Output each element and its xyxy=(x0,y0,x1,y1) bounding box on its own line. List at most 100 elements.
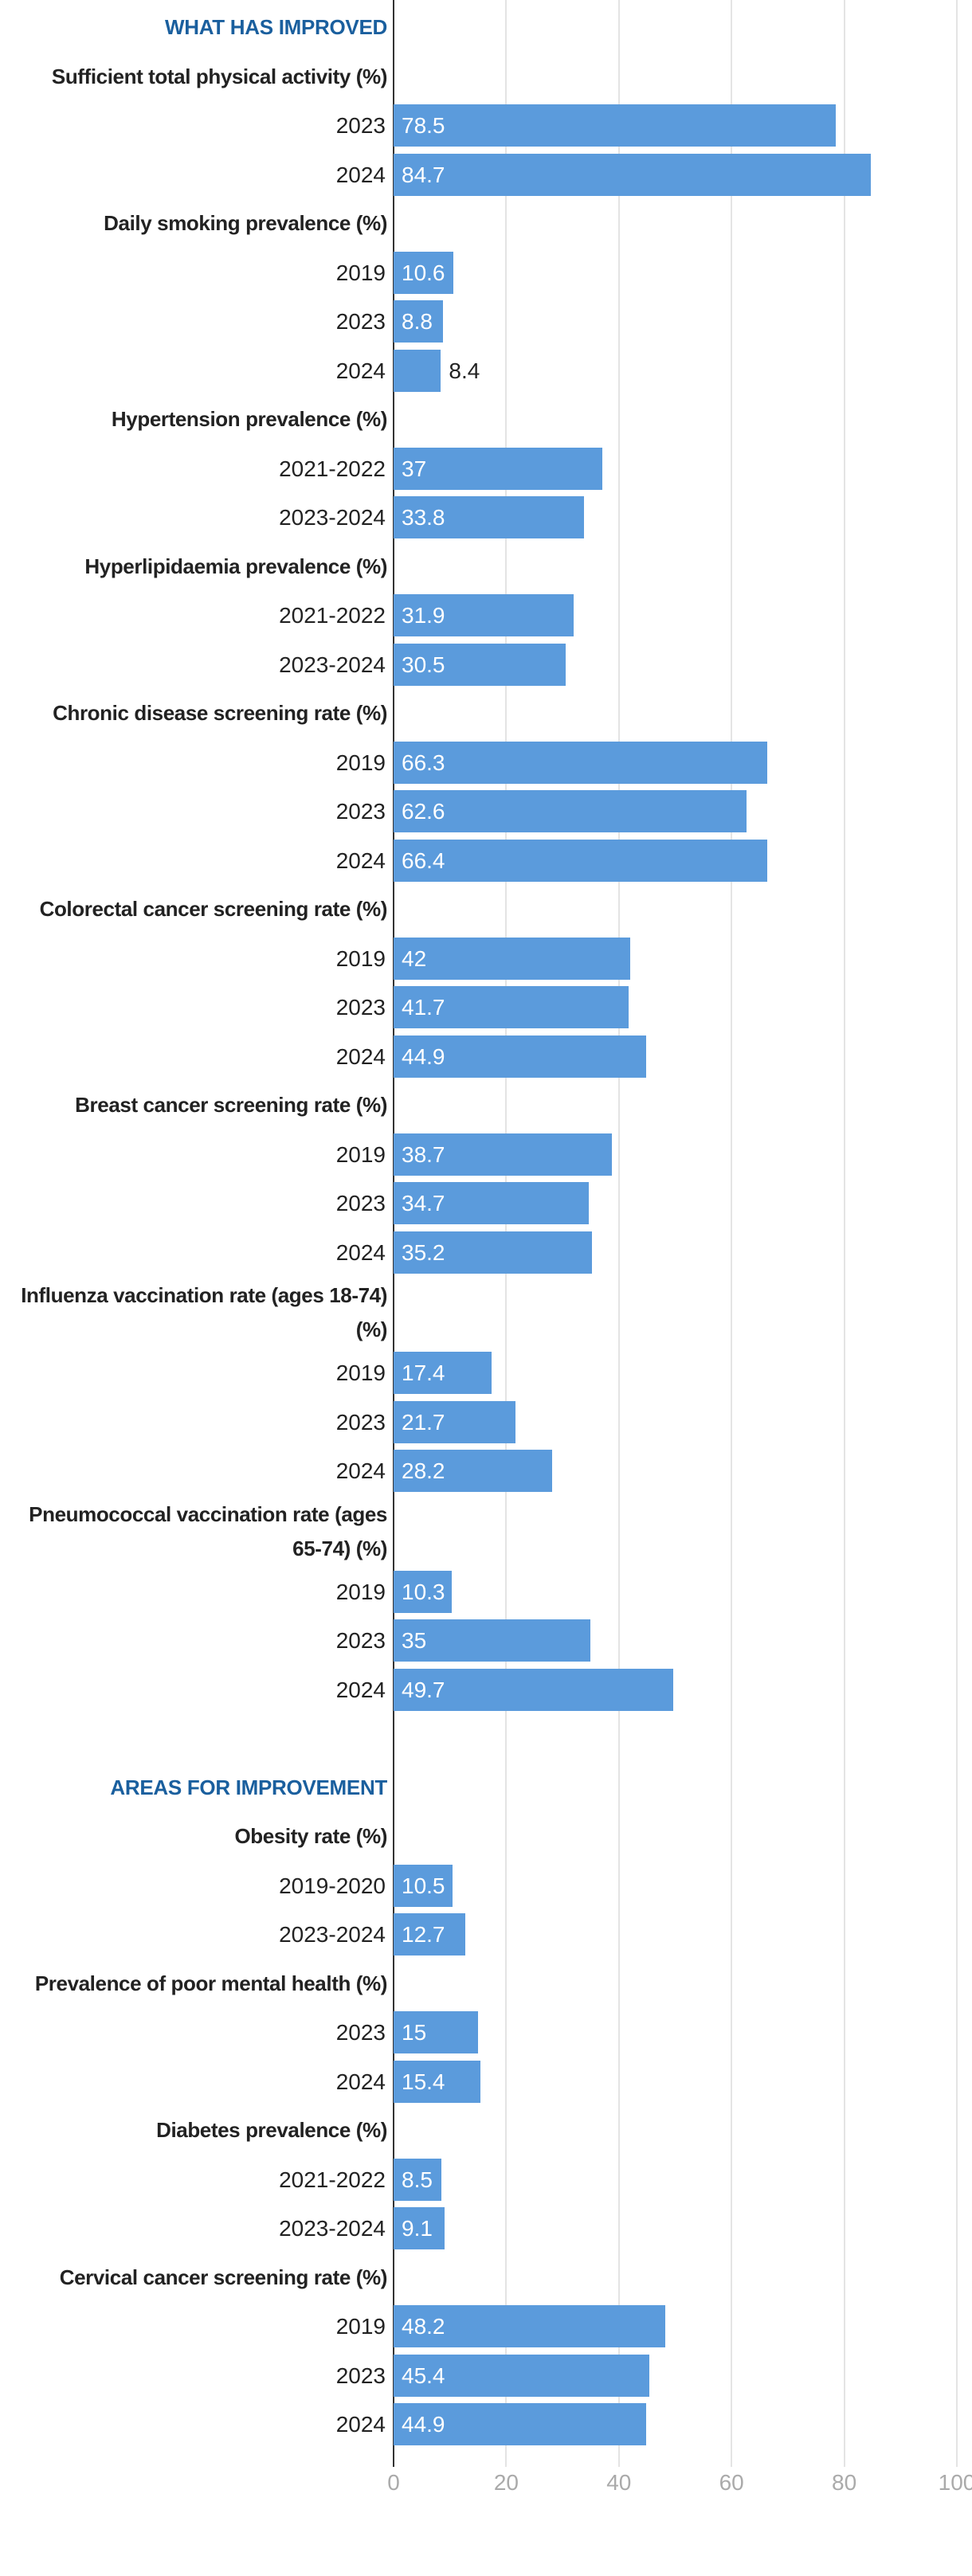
bar-row: 2023 21.7 xyxy=(0,1398,972,1447)
bar xyxy=(394,986,629,1028)
value-label: 78.5 xyxy=(402,113,445,138)
bar xyxy=(394,937,630,980)
group-label-row: Cervical cancer screening rate (%) xyxy=(0,2253,388,2303)
bar xyxy=(394,104,836,147)
group-label: Breast cancer screening rate (%) xyxy=(75,1093,387,1118)
category-label: 2023 xyxy=(335,2363,386,2388)
x-tick-label: 100 xyxy=(938,2470,972,2495)
bar-row: 2023 78.5 xyxy=(0,101,972,151)
value-label: 28.2 xyxy=(402,1458,445,1483)
bar-row: 2023 62.6 xyxy=(0,787,972,836)
bar-row: 2023-2024 9.1 xyxy=(0,2204,972,2253)
bar xyxy=(394,1035,647,1078)
bar-row: 2019-2020 10.5 xyxy=(0,1862,972,1911)
bar-row: 2019 38.7 xyxy=(0,1130,972,1180)
category-label: 2019 xyxy=(335,2314,386,2339)
bar xyxy=(394,1913,465,1955)
group-label: Obesity rate (%) xyxy=(234,1824,387,1849)
bar-row: 2024 35.2 xyxy=(0,1228,972,1278)
bar xyxy=(394,2060,480,2103)
group-label-row: Chronic disease screening rate (%) xyxy=(0,689,387,738)
category-label: 2019-2020 xyxy=(279,1873,386,1898)
value-label: 37 xyxy=(402,456,427,481)
section-title: AREAS FOR IMPROVEMENT xyxy=(110,1775,387,1799)
bar-row: 2024 84.7 xyxy=(0,151,972,200)
category-label: 2023 xyxy=(335,113,386,138)
bar-row: 2023-2024 12.7 xyxy=(0,1910,972,1959)
value-label: 41.7 xyxy=(402,995,445,1020)
bar xyxy=(394,1570,452,1613)
bar xyxy=(394,496,584,538)
bar-row: 2021-2022 31.9 xyxy=(0,591,972,640)
category-label: 2023 xyxy=(335,2020,386,2045)
value-label: 10.6 xyxy=(402,260,445,285)
category-label: 2021-2022 xyxy=(279,456,386,481)
group-label-row: Hypertension prevalence (%) xyxy=(0,395,387,444)
bar-row: 2024 28.2 xyxy=(0,1447,972,1496)
bar-row: 2023-2024 33.8 xyxy=(0,493,972,542)
group-label: Cervical cancer screening rate (%) xyxy=(59,2265,388,2289)
category-label: 2023-2024 xyxy=(279,2216,386,2241)
value-label: 9.1 xyxy=(402,2216,433,2241)
group-label-row: Breast cancer screening rate (%) xyxy=(0,1081,387,1130)
bar xyxy=(394,2305,665,2347)
value-label: 44.9 xyxy=(402,2412,445,2437)
grid-line xyxy=(843,0,845,2467)
value-label: 15.4 xyxy=(402,2069,445,2094)
bar xyxy=(394,1619,591,1662)
group-label: Hypertension prevalence (%) xyxy=(111,407,387,432)
x-tick-label: 40 xyxy=(606,2470,632,2495)
group-label-row: Influenza vaccination rate (ages 18-74) … xyxy=(0,1277,387,1349)
category-label: 2019 xyxy=(335,1579,386,1604)
bar-row: 2023 41.7 xyxy=(0,983,972,1032)
group-label-row: Colorectal cancer screening rate (%) xyxy=(0,885,388,934)
value-label: 10.3 xyxy=(402,1579,445,1604)
bar xyxy=(394,790,747,832)
value-label: 66.4 xyxy=(402,848,445,873)
value-label: 35.2 xyxy=(402,1239,445,1265)
bar xyxy=(394,153,871,196)
bar xyxy=(394,1668,674,1711)
bar xyxy=(394,251,453,294)
bar xyxy=(394,1400,516,1443)
value-label: 35 xyxy=(402,1628,427,1653)
bar xyxy=(394,349,441,392)
group-label: Hyperlipidaemia prevalence (%) xyxy=(84,554,387,578)
value-label: 15 xyxy=(402,2020,427,2045)
value-label: 45.4 xyxy=(402,2363,445,2388)
category-label: 2024 xyxy=(335,358,386,383)
group-label-row: Obesity rate (%) xyxy=(0,1812,387,1862)
value-label: 8.8 xyxy=(402,309,433,334)
category-label: 2019 xyxy=(335,1141,386,1167)
category-label: 2023-2024 xyxy=(279,652,386,677)
x-tick-label: 60 xyxy=(719,2470,744,2495)
bar xyxy=(394,643,566,686)
grid-line xyxy=(731,0,733,2467)
group-label: Diabetes prevalence (%) xyxy=(156,2118,387,2143)
group-label-row: Hyperlipidaemia prevalence (%) xyxy=(0,542,387,592)
value-label: 8.4 xyxy=(449,358,480,383)
grid-line xyxy=(956,0,958,2467)
group-label-row: Daily smoking prevalence (%) xyxy=(0,199,387,249)
category-label: 2019 xyxy=(335,945,386,971)
bar xyxy=(394,594,574,636)
value-label: 84.7 xyxy=(402,162,445,187)
group-label: Colorectal cancer screening rate (%) xyxy=(39,897,388,922)
bar-row: 2023 35 xyxy=(0,1616,972,1666)
bar xyxy=(394,1450,553,1492)
value-label: 10.5 xyxy=(402,1873,445,1898)
bar xyxy=(394,741,767,784)
value-label: 38.7 xyxy=(402,1141,445,1167)
category-label: 2024 xyxy=(335,2069,386,2094)
category-label: 2023 xyxy=(335,995,386,1020)
bar-row: 2021-2022 37 xyxy=(0,444,972,494)
bar-row: 2024 44.9 xyxy=(0,2400,972,2449)
bar-row: 2023 15 xyxy=(0,2008,972,2057)
bar-row: 2019 10.3 xyxy=(0,1568,972,1617)
group-label: Daily smoking prevalence (%) xyxy=(104,211,387,236)
bar xyxy=(394,2207,445,2249)
bar-row: 2023 45.4 xyxy=(0,2351,972,2401)
category-label: 2024 xyxy=(335,1043,386,1069)
category-label: 2024 xyxy=(335,1677,386,1702)
